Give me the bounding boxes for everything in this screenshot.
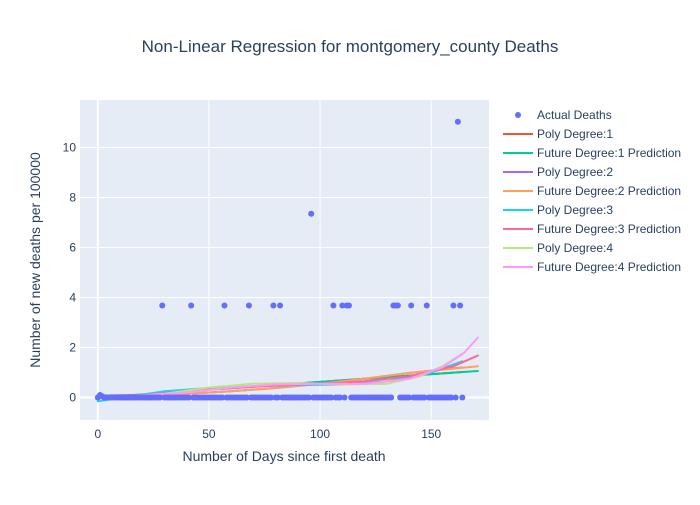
- data-point: [270, 302, 277, 309]
- data-point: [219, 394, 226, 401]
- y-tick-label: 4: [69, 291, 76, 305]
- data-point: [339, 302, 346, 309]
- y-tick-label: 8: [69, 191, 76, 205]
- data-point: [308, 210, 315, 217]
- plot-area: [80, 100, 489, 420]
- legend-label: Poly Degree:3: [537, 203, 613, 217]
- y-tick-label: 10: [63, 141, 77, 155]
- legend-marker: [515, 112, 521, 118]
- data-point: [454, 118, 461, 125]
- data-point: [243, 394, 250, 401]
- data-point: [388, 394, 395, 401]
- y-tick-label: 0: [69, 391, 76, 405]
- legend-label: Poly Degree:4: [537, 241, 613, 255]
- data-point: [328, 394, 335, 401]
- data-point: [341, 394, 348, 401]
- data-point: [448, 394, 455, 401]
- data-point: [423, 302, 430, 309]
- data-point: [452, 394, 459, 401]
- data-point: [337, 394, 344, 401]
- data-point: [408, 302, 415, 309]
- data-point: [305, 394, 312, 401]
- data-point: [99, 393, 106, 400]
- x-tick-label: 50: [202, 427, 216, 441]
- data-point: [345, 302, 352, 309]
- data-point: [421, 394, 428, 401]
- legend-label: Future Degree:1 Prediction: [537, 146, 681, 160]
- data-point: [457, 302, 464, 309]
- x-tick-label: 100: [310, 427, 330, 441]
- tick-labels: 0 50 100 150 0 2 4 6 8 10: [63, 141, 442, 442]
- legend-label: Future Degree:4 Prediction: [537, 260, 681, 274]
- legend-label: Future Degree:3 Prediction: [537, 222, 681, 236]
- data-point: [159, 302, 166, 309]
- data-point: [405, 394, 412, 401]
- data-point: [459, 394, 466, 401]
- data-point: [188, 302, 195, 309]
- legend-label: Poly Degree:1: [537, 127, 613, 141]
- data-point: [277, 302, 284, 309]
- y-axis-label: Number of new deaths per 100000: [27, 152, 43, 368]
- series-layer: [94, 118, 479, 403]
- legend: Actual Deaths Poly Degree:1 Future Degree:…: [503, 108, 681, 274]
- legend-label: Future Degree:2 Prediction: [537, 184, 681, 198]
- data-point: [330, 302, 337, 309]
- chart-title: Non-Linear Regression for montgomery_cou…: [142, 37, 559, 56]
- data-point: [268, 394, 275, 401]
- x-tick-label: 0: [94, 427, 101, 441]
- legend-label: Actual Deaths: [537, 108, 612, 122]
- data-point: [394, 302, 401, 309]
- data-point: [221, 302, 228, 309]
- legend-label: Poly Degree:2: [537, 165, 613, 179]
- x-tick-label: 150: [421, 427, 441, 441]
- data-point: [450, 302, 457, 309]
- y-tick-label: 6: [69, 241, 76, 255]
- series-line: [96, 336, 479, 398]
- data-point: [157, 394, 164, 401]
- data-point: [245, 302, 252, 309]
- data-point: [274, 394, 281, 401]
- data-point: [185, 394, 192, 401]
- y-tick-label: 2: [69, 341, 76, 355]
- x-axis-label: Number of Days since first death: [182, 448, 385, 464]
